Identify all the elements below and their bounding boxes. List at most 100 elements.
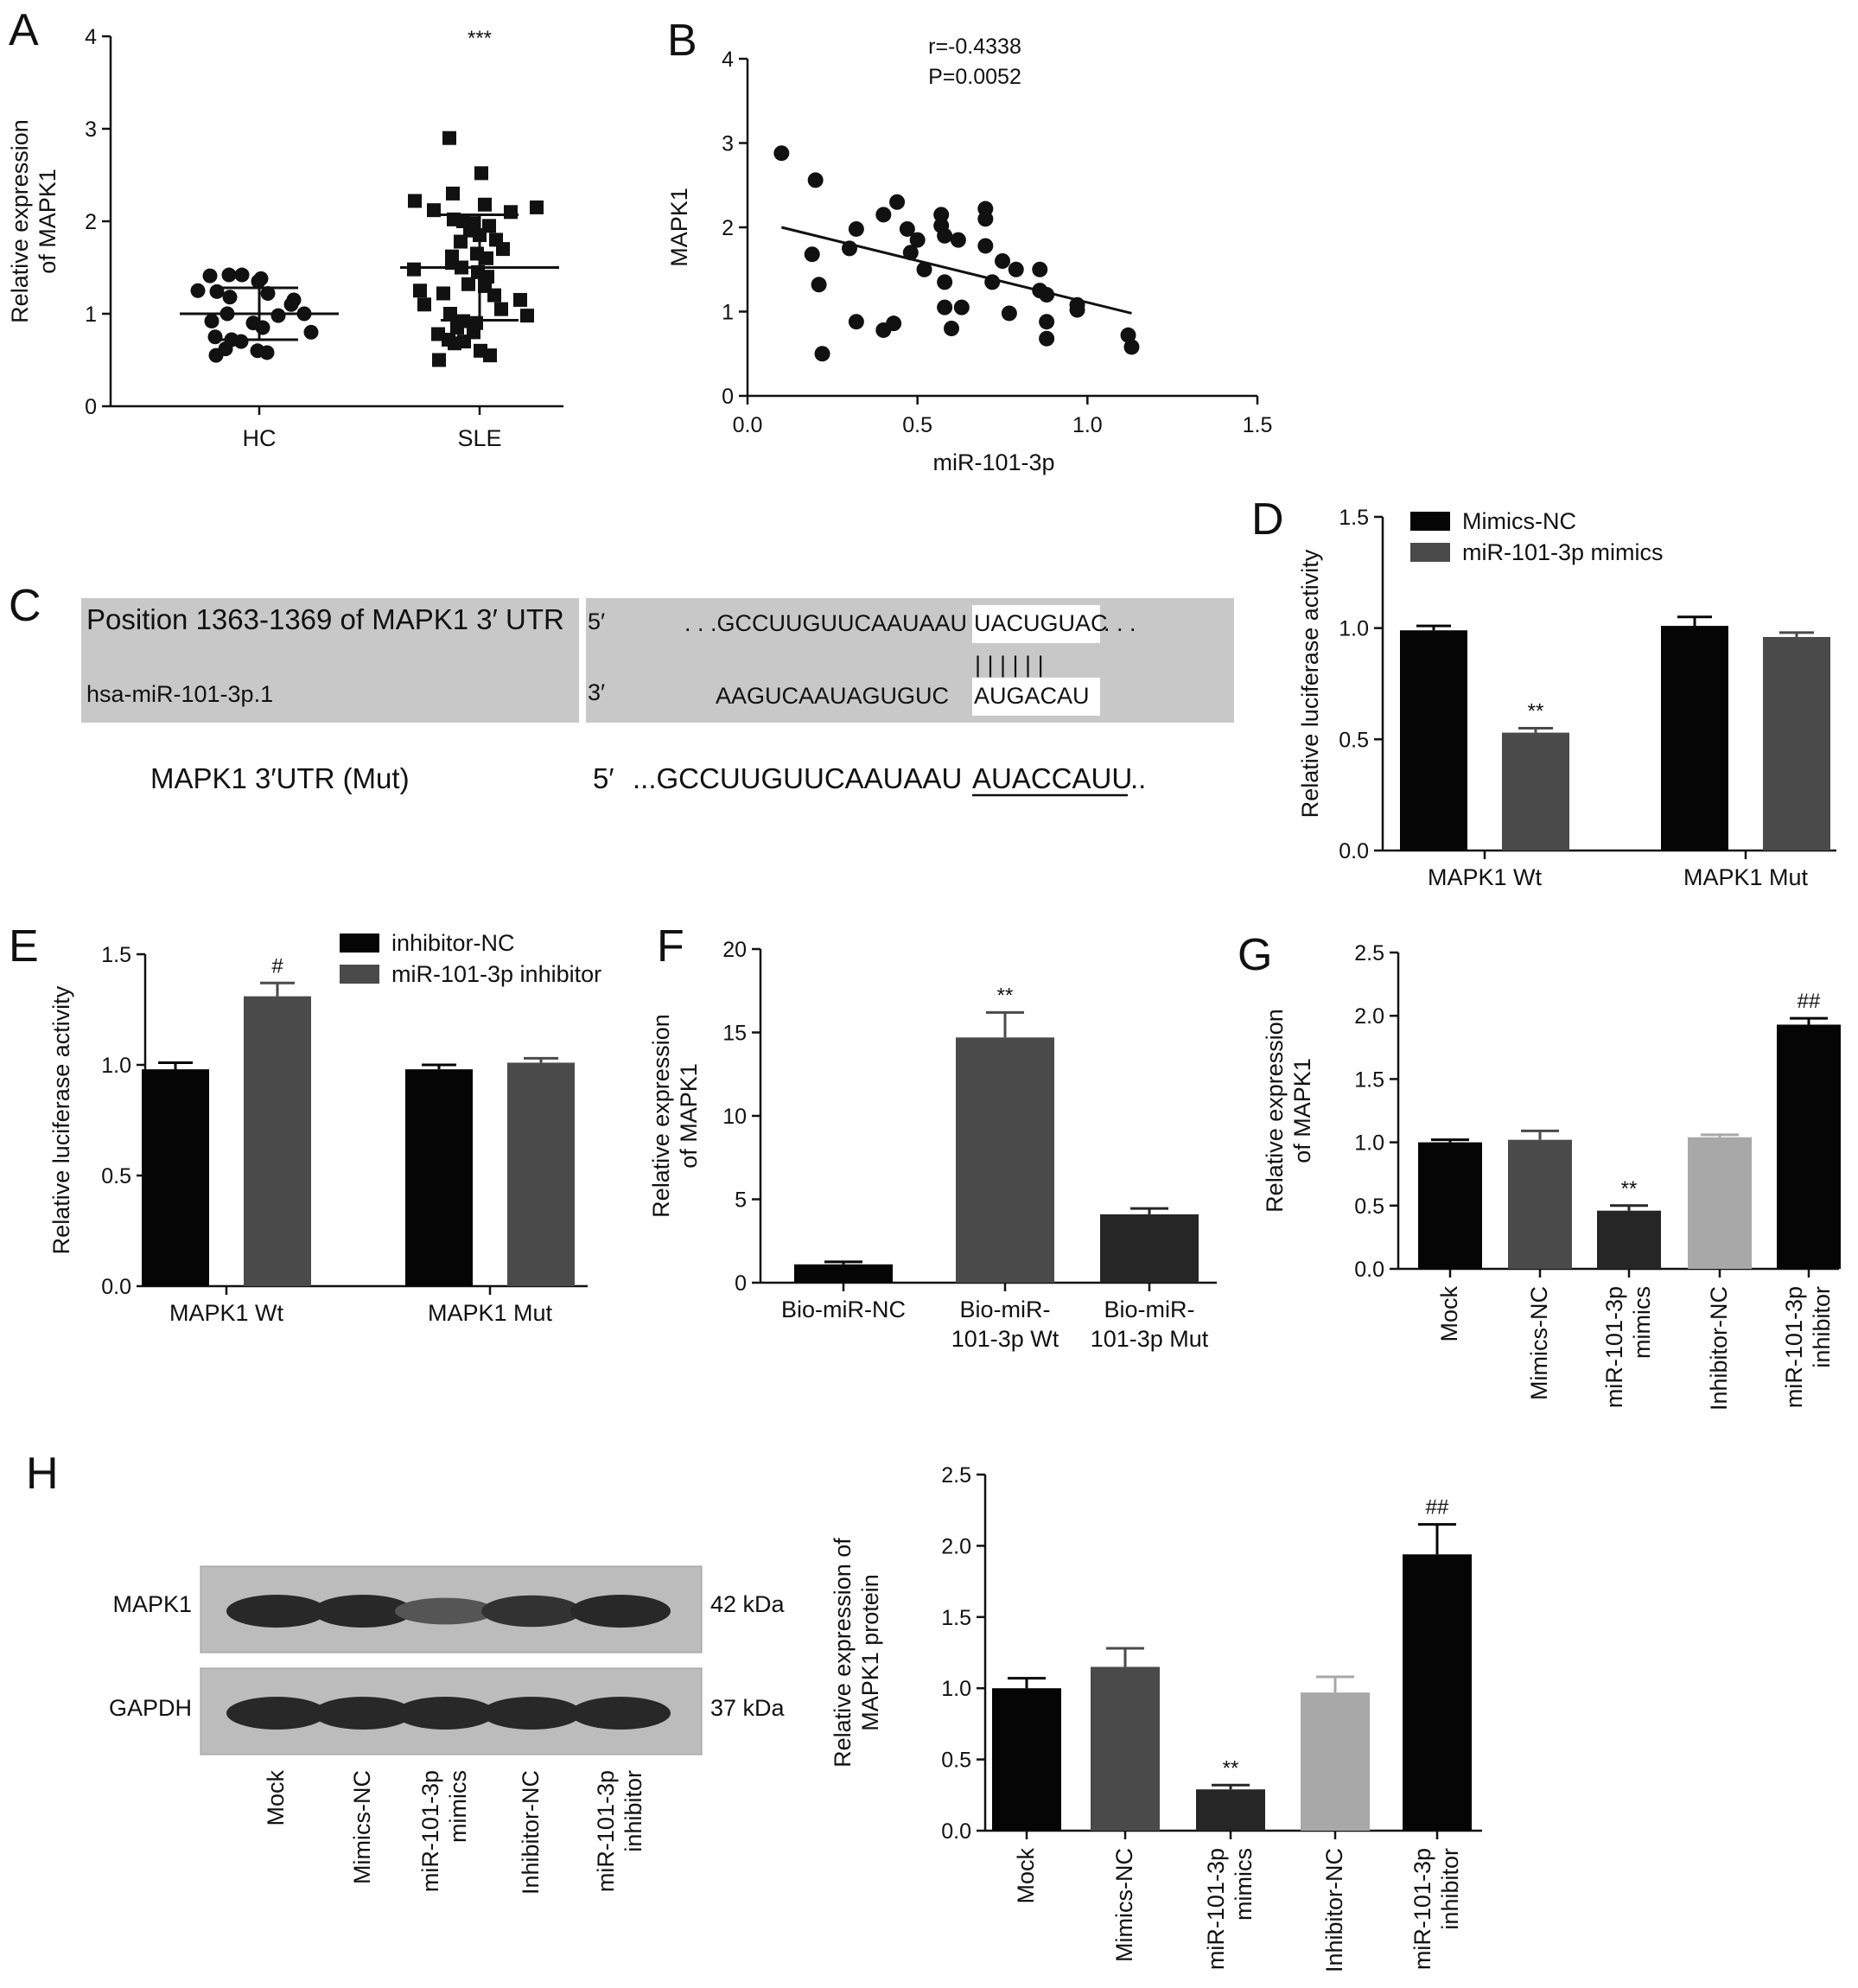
d-ytick-label: 0.5 bbox=[1339, 728, 1369, 752]
a-point-hc bbox=[255, 320, 270, 335]
g-bar bbox=[1418, 1142, 1482, 1269]
seq-box-left bbox=[81, 598, 579, 723]
a-point-sle bbox=[457, 335, 471, 349]
g-ytick-label: 0.5 bbox=[1354, 1195, 1384, 1219]
d-legend-swatch bbox=[1410, 543, 1450, 562]
h-category-label: miR-101-3pinhibitor bbox=[1409, 1848, 1463, 1970]
a-point-sle bbox=[461, 277, 475, 291]
f-bar bbox=[794, 1264, 893, 1283]
chart-b: 0 1 2 3 4 MAPK1 0.0 0.5 1.0 1.5 miR-101-3p r=-0.433… bbox=[666, 35, 1272, 475]
panel-letter-e: E bbox=[9, 921, 39, 972]
a-point-sle bbox=[494, 302, 508, 316]
f-ytick-label: 5 bbox=[735, 1188, 747, 1213]
d-bar bbox=[1763, 636, 1830, 851]
b-point bbox=[977, 211, 994, 227]
blot-lane-label: Mimics-NC bbox=[349, 1770, 375, 1884]
a-ytick-label: 4 bbox=[85, 25, 97, 49]
b-point bbox=[909, 232, 926, 248]
b-point bbox=[886, 315, 902, 332]
a-point-sle bbox=[442, 131, 456, 145]
f-bar bbox=[956, 1037, 1054, 1283]
western-blot: MAPK1 42 kDa GAPDH 37 kDa Mock Mimics-NC miR-1… bbox=[109, 1565, 786, 1895]
b-ytick-label: 2 bbox=[722, 216, 734, 240]
g-ytick-label: 1.0 bbox=[1354, 1131, 1384, 1156]
e-category-label: MAPK1 Wt bbox=[169, 1300, 284, 1326]
blot-lane-label: Inhibitor-NC bbox=[518, 1770, 544, 1895]
a-point-hc bbox=[221, 267, 237, 283]
seed-highlight-target bbox=[972, 605, 1100, 643]
blot-band bbox=[481, 1595, 582, 1628]
blot-band bbox=[570, 1697, 671, 1730]
panel-letter-g: G bbox=[1238, 930, 1272, 980]
b-y-title: MAPK1 bbox=[666, 188, 692, 267]
b-point bbox=[1120, 327, 1136, 343]
e-bar bbox=[507, 1062, 575, 1286]
target-label: Position 1363-1369 of MAPK1 3′ UTR bbox=[86, 603, 564, 635]
a-significance: *** bbox=[468, 27, 492, 50]
b-point bbox=[811, 277, 827, 293]
h-ytick-label: 2.5 bbox=[941, 1463, 971, 1488]
blot-row-label: MAPK1 bbox=[112, 1591, 192, 1617]
mirna-label: hsa-miR-101-3p.1 bbox=[86, 681, 273, 707]
f-y-title: Relative expressionof MAPK1 bbox=[648, 1014, 702, 1218]
b-xtick-label: 1.5 bbox=[1243, 413, 1273, 437]
d-ytick-label: 1.5 bbox=[1339, 506, 1369, 530]
a-point-hc bbox=[283, 296, 299, 312]
a-point-sle bbox=[417, 297, 431, 312]
b-point bbox=[848, 220, 864, 237]
b-point bbox=[1039, 314, 1055, 330]
a-point-hc bbox=[259, 345, 275, 360]
sequence-alignment: Position 1363-1369 of MAPK1 3′ UTR 5′ . … bbox=[81, 598, 1234, 797]
b-point bbox=[848, 314, 864, 330]
panel-letter-f: F bbox=[657, 921, 684, 972]
b-point bbox=[1123, 339, 1140, 355]
a-point-sle bbox=[454, 234, 468, 249]
mut-end: 5′ bbox=[593, 762, 614, 794]
a-point-sle bbox=[496, 242, 510, 257]
g-bar bbox=[1508, 1139, 1572, 1269]
a-point-hc bbox=[251, 274, 266, 290]
e-bar bbox=[405, 1069, 473, 1286]
a-point-hc bbox=[270, 308, 286, 323]
a-ytick-label: 2 bbox=[85, 210, 97, 234]
d-ytick-label: 1.0 bbox=[1339, 617, 1369, 641]
h-bar bbox=[1091, 1666, 1160, 1831]
panel-letter-h: H bbox=[26, 1449, 59, 1499]
a-point-hc bbox=[233, 334, 249, 349]
b-point bbox=[944, 321, 959, 336]
panel-letter-c: C bbox=[9, 581, 41, 631]
h-category-label: Inhibitor-NC bbox=[1321, 1848, 1347, 1972]
b-ytick-label: 3 bbox=[722, 132, 734, 156]
panel-letter-d: D bbox=[1251, 494, 1284, 545]
chart-d: 0.0 0.5 1.0 1.5 Relative luciferase activity… bbox=[1297, 506, 1836, 890]
e-ytick-label: 0.5 bbox=[101, 1164, 131, 1188]
d-category-label: MAPK1 Mut bbox=[1683, 864, 1809, 890]
g-category-label: Mimics-NC bbox=[1526, 1286, 1552, 1400]
a-category-label: SLE bbox=[457, 425, 501, 451]
g-ytick-label: 1.5 bbox=[1354, 1067, 1384, 1092]
h-ytick-label: 2.0 bbox=[941, 1534, 971, 1558]
g-category-label: Inhibitor-NC bbox=[1706, 1286, 1732, 1411]
g-ytick-label: 2.0 bbox=[1354, 1004, 1384, 1029]
b-point bbox=[916, 261, 932, 277]
a-ytick-label: 0 bbox=[85, 395, 97, 419]
a-point-sle bbox=[474, 166, 488, 181]
a-point-sle bbox=[442, 332, 455, 347]
h-ytick-label: 1.0 bbox=[941, 1677, 971, 1701]
a-point-sle bbox=[513, 292, 527, 307]
blot-row-label: GAPDH bbox=[109, 1695, 192, 1721]
a-y-title: Relative expressionof MAPK1 bbox=[7, 119, 60, 323]
chart-h: 0.0 0.5 1.0 1.5 2.0 2.5 Relative expression of… bbox=[830, 1463, 1482, 1972]
h-ytick-label: 0.5 bbox=[941, 1749, 971, 1773]
d-legend-label: miR-101-3p mimics bbox=[1462, 539, 1664, 565]
blot-band bbox=[481, 1697, 582, 1730]
a-point-hc bbox=[303, 324, 319, 340]
e-bar bbox=[244, 996, 311, 1286]
seed-highlight-mirna bbox=[972, 678, 1100, 716]
a-point-sle bbox=[478, 197, 492, 212]
target-seq: . . .GCCUUGUUCAAUAAU bbox=[684, 610, 967, 636]
b-point bbox=[937, 227, 953, 244]
f-ytick-label: 0 bbox=[735, 1271, 747, 1296]
a-point-hc bbox=[260, 285, 276, 301]
h-category-label: Mimics-NC bbox=[1111, 1848, 1137, 1962]
